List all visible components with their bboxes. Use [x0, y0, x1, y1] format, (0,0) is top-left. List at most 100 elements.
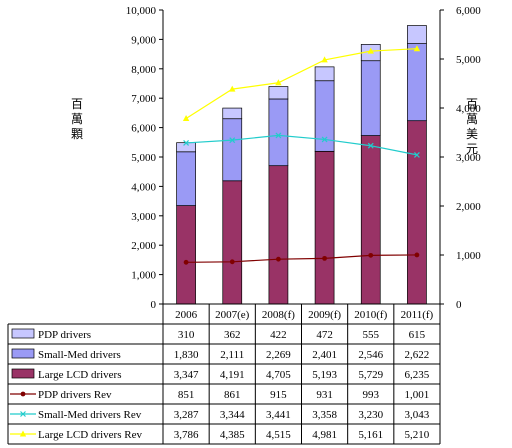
data-label-large-lcd-drivers: 5,193 — [312, 369, 337, 381]
data-label-large-lcd-drivers-rev: 5,210 — [405, 429, 430, 441]
legend-label-large-lcd-drivers: Large LCD drivers — [38, 369, 122, 381]
point-pdp-drivers-rev — [368, 252, 374, 258]
x-tick-label: 2009(f) — [308, 309, 341, 321]
point-small-med-drivers-rev — [229, 137, 236, 144]
bar-large-lcd-drivers — [176, 205, 196, 305]
data-label-pdp-drivers: 555 — [363, 329, 380, 341]
data-label-pdp-drivers: 472 — [316, 329, 333, 341]
data-label-pdp-drivers: 362 — [224, 329, 241, 341]
bar-pdp-drivers — [314, 66, 335, 82]
y-left-tick-label: 6,000 — [131, 123, 156, 135]
x-tick-label: 2007(e) — [215, 309, 250, 321]
point-large-lcd-drivers-rev — [413, 45, 421, 52]
data-label-pdp-drivers-rev: 993 — [363, 389, 380, 401]
y-axis-right-label: 百萬美元 — [465, 97, 478, 156]
point-small-med-drivers-rev — [275, 132, 282, 139]
y-left-tick-label: 2,000 — [131, 240, 156, 252]
data-label-large-lcd-drivers-rev: 5,161 — [358, 429, 383, 441]
legend-label-small-med-drivers: Small-Med drivers — [38, 349, 121, 361]
x-tick-label: 2008(f) — [262, 309, 295, 321]
y-right-tick-label: 1,000 — [456, 250, 481, 262]
data-label-large-lcd-drivers: 5,729 — [358, 369, 383, 381]
legend-key-large-lcd-drivers — [11, 368, 35, 379]
bar-small-med-drivers — [268, 98, 289, 167]
data-label-large-lcd-drivers: 3,347 — [174, 369, 199, 381]
bar-small-med-drivers — [360, 60, 381, 136]
bar-large-lcd-drivers — [222, 180, 243, 305]
legend-label-small-med-drivers-rev: Small-Med drivers Rev — [38, 409, 142, 421]
data-label-pdp-drivers: 310 — [178, 329, 195, 341]
point-large-lcd-drivers-rev — [182, 114, 190, 121]
data-label-small-med-drivers: 2,111 — [220, 349, 244, 361]
legend-label-pdp-drivers-rev: PDP drivers Rev — [38, 389, 112, 401]
point-pdp-drivers-rev — [276, 256, 281, 262]
y-left-tick-label: 3,000 — [131, 211, 156, 223]
data-label-pdp-drivers: 615 — [409, 329, 426, 341]
legend-label-large-lcd-drivers-rev: Large LCD drivers Rev — [38, 429, 142, 441]
data-label-pdp-drivers-rev: 861 — [224, 389, 241, 401]
legend-marker-pdp-drivers-rev — [20, 391, 26, 397]
y-right-tick-label: 6,000 — [456, 5, 481, 17]
legend-label-pdp-drivers: PDP drivers — [38, 329, 91, 341]
bar-small-med-drivers — [176, 151, 196, 206]
data-label-pdp-drivers: 422 — [270, 329, 287, 341]
line-pdp-drivers-rev — [186, 254, 417, 263]
x-tick-label: 2011(f) — [401, 309, 434, 321]
y-left-tick-label: 5,000 — [131, 152, 156, 164]
bar-large-lcd-drivers — [314, 150, 335, 305]
point-small-med-drivers-rev — [367, 142, 374, 149]
data-label-large-lcd-drivers-rev: 4,515 — [266, 429, 291, 441]
x-tick-label: 2010(f) — [354, 309, 387, 321]
data-label-pdp-drivers-rev: 851 — [178, 389, 195, 401]
y-left-tick-label: 4,000 — [131, 181, 156, 193]
bar-pdp-drivers — [268, 86, 289, 100]
y-axis-left-label: 百萬顆 — [70, 97, 83, 141]
data-label-small-med-drivers: 2,546 — [358, 349, 383, 361]
data-label-small-med-drivers-rev: 3,358 — [312, 409, 337, 421]
line-small-med-drivers-rev — [186, 134, 418, 156]
line-large-lcd-drivers-rev — [185, 48, 417, 119]
y-left-tick-label: 7,000 — [131, 93, 156, 105]
data-label-large-lcd-drivers-rev: 4,981 — [312, 429, 337, 441]
bar-small-med-drivers — [407, 43, 427, 122]
y-right-tick-label: 0 — [456, 299, 462, 311]
x-tick-label: 2006 — [175, 309, 198, 321]
point-large-lcd-drivers-rev — [321, 56, 328, 63]
legend-marker-large-lcd-drivers-rev — [19, 430, 27, 437]
data-label-small-med-drivers: 2,622 — [405, 349, 430, 361]
y-right-tick-label: 3,000 — [456, 152, 481, 164]
y-left-tick-label: 9,000 — [131, 34, 156, 46]
point-pdp-drivers-rev — [414, 252, 420, 258]
data-label-pdp-drivers-rev: 1,001 — [405, 389, 430, 401]
point-small-med-drivers-rev — [321, 136, 328, 143]
data-label-small-med-drivers-rev: 3,441 — [266, 409, 291, 421]
y-left-tick-label: 1,000 — [131, 270, 156, 282]
point-small-med-drivers-rev — [183, 140, 190, 146]
legend-marker-small-med-drivers-rev — [20, 411, 26, 417]
point-large-lcd-drivers-rev — [275, 79, 282, 86]
data-label-pdp-drivers-rev: 915 — [270, 389, 287, 401]
y-left-tick-label: 0 — [151, 299, 157, 311]
bar-pdp-drivers — [176, 142, 196, 153]
data-label-large-lcd-drivers: 6,235 — [405, 369, 430, 381]
data-label-small-med-drivers-rev: 3,043 — [405, 409, 430, 421]
data-label-small-med-drivers: 2,401 — [312, 349, 337, 361]
bar-large-lcd-drivers — [360, 135, 381, 305]
point-large-lcd-drivers-rev — [229, 85, 236, 92]
bar-pdp-drivers — [407, 25, 427, 44]
data-label-small-med-drivers-rev: 3,344 — [220, 409, 245, 421]
y-right-tick-label: 5,000 — [456, 54, 481, 66]
y-right-tick-label: 4,000 — [456, 103, 481, 115]
data-label-large-lcd-drivers: 4,191 — [220, 369, 245, 381]
data-label-small-med-drivers-rev: 3,287 — [174, 409, 199, 421]
point-pdp-drivers-rev — [229, 259, 235, 265]
data-label-large-lcd-drivers-rev: 3,786 — [174, 429, 199, 441]
bar-pdp-drivers — [222, 107, 243, 120]
point-pdp-drivers-rev — [322, 255, 327, 261]
legend-key-small-med-drivers — [11, 348, 35, 359]
bar-large-lcd-drivers — [268, 165, 289, 305]
point-small-med-drivers-rev — [413, 151, 420, 158]
data-label-small-med-drivers-rev: 3,230 — [358, 409, 383, 421]
